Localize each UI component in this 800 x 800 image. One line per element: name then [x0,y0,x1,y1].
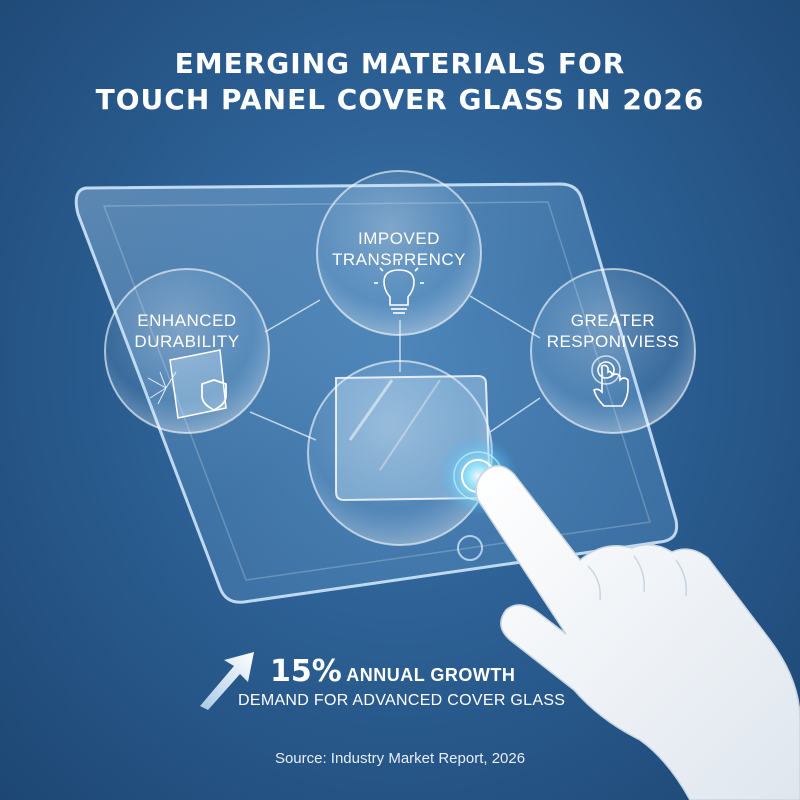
growth-headline: 15% ANNUAL GROWTH [270,654,515,689]
durability-line-1: ENHANCED [137,311,237,330]
title-line-2: TOUCH PANEL COVER GLASS IN 2026 [95,83,705,116]
arrow-up-icon [200,652,254,710]
durability-label: ENHANCED DURABILITY [107,310,267,352]
lightbulb-icon [374,261,424,314]
durability-line-2: DURABILITY [134,332,240,351]
title-line-1: EMERGING MATERIALS FOR [174,47,626,80]
touch-hand-icon [591,355,629,407]
responsiveness-label: GREATER RESPONIVIESS [533,310,693,352]
transparency-label: IMPOVED TRANSPRENCY [319,228,479,270]
home-button-icon [457,535,483,561]
growth-subtitle: DEMAND FOR ADVANCED COVER GLASS [238,692,566,709]
source-note: Source: Industry Market Report, 2026 [274,750,526,767]
page-title: EMERGING MATERIALS FOR TOUCH PANEL COVER… [0,46,800,118]
transparency-line-1: IMPOVED [358,229,440,248]
responsiveness-line-2: RESPONIVIESS [546,332,680,351]
growth-percent: 15% [270,654,342,689]
shield-icon [147,349,227,419]
hand-illustration [475,465,800,800]
responsiveness-line-1: GREATER [570,311,656,330]
growth-label: ANNUAL GROWTH [346,665,516,685]
transparency-line-2: TRANSPRENCY [332,250,466,269]
